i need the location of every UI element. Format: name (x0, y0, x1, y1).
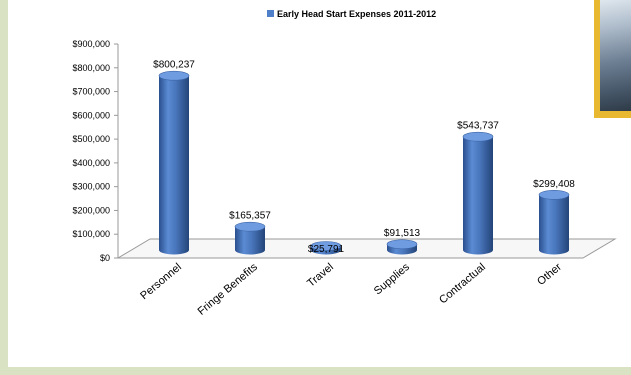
y-tick-label: $0 (100, 253, 110, 263)
y-tick-label: $800,000 (72, 63, 110, 73)
x-tick-label: Other (535, 261, 564, 288)
bar-body (539, 194, 569, 255)
x-tick-label: Personnel (138, 261, 184, 302)
bars: $800,237 $165,357 $25,791 $91,513 $543,737 $2… (153, 60, 575, 255)
data-label: $25,791 (308, 244, 345, 255)
bar-body (463, 136, 493, 255)
bar (310, 241, 342, 255)
bar (462, 131, 494, 255)
x-tick-label: Contractual (437, 261, 488, 306)
data-label: $165,357 (229, 211, 271, 222)
bar-top (234, 221, 266, 232)
data-label: $299,408 (533, 179, 575, 190)
x-axis-labels: Personnel Fringe Benefits Travel Supplies Co… (138, 261, 564, 318)
data-label: $91,513 (384, 228, 421, 239)
left-border (0, 0, 8, 375)
y-tick-label: $300,000 (72, 182, 110, 192)
data-label: $800,237 (153, 60, 195, 71)
bar-top (310, 241, 342, 251)
bar (158, 70, 190, 255)
y-axis-ticks: $0 $100,000 $200,000 $300,000 $400,000 $500,0… (72, 39, 118, 263)
x-tick-label: Supplies (372, 261, 412, 298)
bar-body (235, 226, 265, 255)
y-tick-label: $400,000 (72, 158, 110, 168)
corner-photo-image (600, 0, 631, 111)
bar-top (538, 190, 570, 200)
y-tick-label: $700,000 (72, 87, 110, 97)
y-tick-label: $200,000 (72, 205, 110, 215)
y-tick-label: $100,000 (72, 229, 110, 239)
bar-body (159, 75, 189, 255)
x-tick-label: Fringe Benefits (196, 261, 261, 318)
bottom-border (0, 367, 631, 375)
data-label: $543,737 (457, 121, 499, 132)
y-tick-label: $500,000 (72, 134, 110, 144)
bar (538, 190, 570, 255)
y-tick-label: $600,000 (72, 110, 110, 120)
bar (234, 221, 266, 255)
y-tick-label: $900,000 (72, 39, 110, 49)
legend: Early Head Start Expenses 2011-2012 (267, 9, 436, 19)
bar-top (386, 239, 418, 250)
legend-swatch (267, 10, 274, 17)
bar-top (462, 131, 494, 142)
bar (386, 239, 418, 255)
bar-top (158, 70, 190, 81)
corner-photo (594, 0, 631, 118)
legend-label: Early Head Start Expenses 2011-2012 (277, 9, 436, 19)
x-tick-label: Travel (305, 261, 336, 290)
